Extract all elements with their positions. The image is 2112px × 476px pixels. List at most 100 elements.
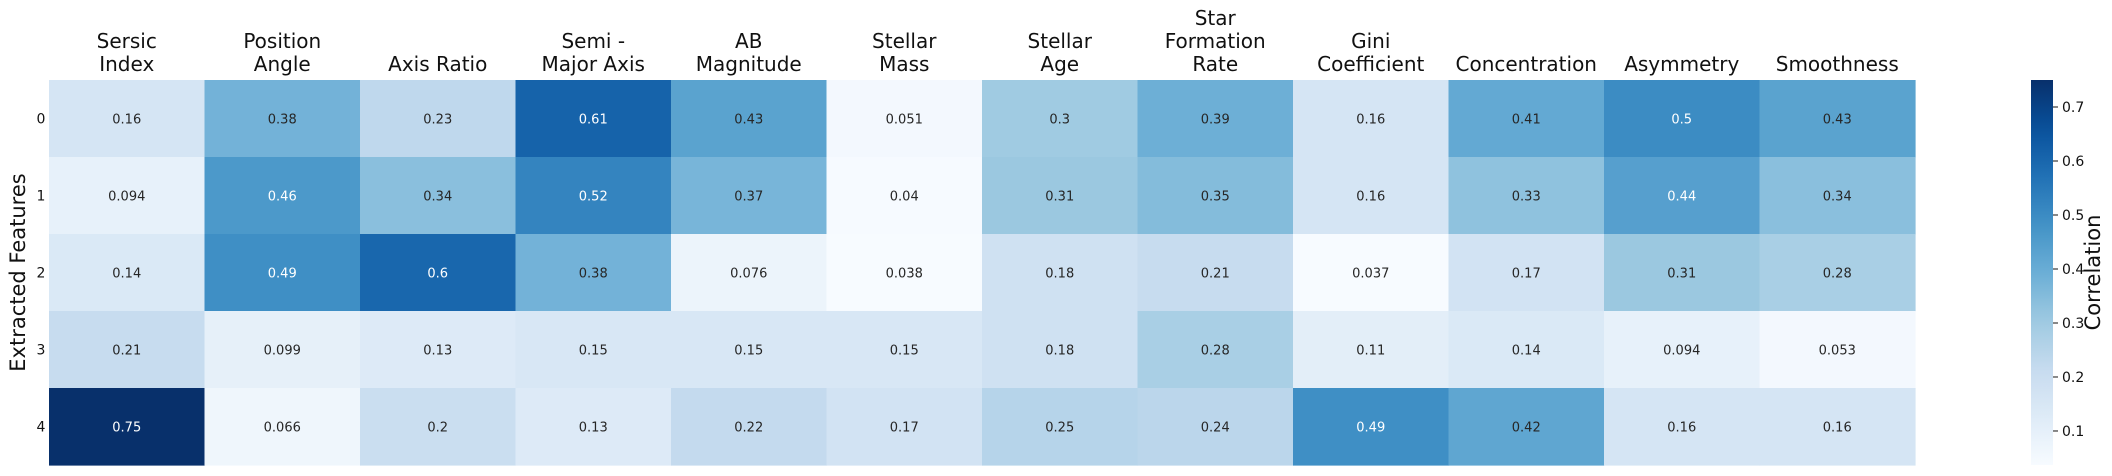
cell-value-label: 0.42 [1512,421,1541,436]
heatmap-cell [1759,157,1916,235]
heatmap-cell [1137,311,1294,389]
heatmap-cell [204,157,361,235]
heatmap-cell [982,234,1139,312]
column-label: Coefficient [1317,52,1424,76]
cell-value-label: 0.037 [1352,267,1389,282]
heatmap-cell [671,157,828,235]
heatmap-cell [826,311,983,389]
heatmap-cell [982,157,1139,235]
column-label: Smoothness [1776,52,1899,76]
cell-value-label: 0.31 [1667,267,1696,282]
cell-value-label: 0.21 [1201,267,1230,282]
heatmap-cell [1293,388,1450,466]
column-label: Index [99,52,154,76]
column-label: Concentration [1456,52,1597,76]
cell-value-label: 0.051 [886,113,923,128]
row-label: 0 [37,112,46,128]
heatmap-cell [1137,234,1294,312]
cell-value-label: 0.15 [734,344,763,359]
heatmap-cell [1759,234,1916,312]
heatmap-cell [360,388,517,466]
cell-value-label: 0.2 [427,421,448,436]
cell-value-label: 0.17 [1512,267,1541,282]
colorbar-gradient [2031,80,2053,465]
column-label: Magnitude [696,52,802,76]
row-label: 4 [37,420,46,436]
heatmap-cell [1604,388,1761,466]
cell-value-label: 0.038 [886,267,923,282]
column-label: Major Axis [542,52,645,76]
cell-value-label: 0.16 [112,113,141,128]
heatmap-cell [49,157,206,235]
cell-value-label: 0.13 [423,344,452,359]
column-label: Semi - [561,29,625,53]
heatmap-cell [826,388,983,466]
cell-value-label: 0.61 [579,113,608,128]
column-label: Mass [879,52,929,76]
heatmap-cell [826,234,983,312]
cell-value-label: 0.25 [1045,421,1074,436]
heatmap-cell [1137,388,1294,466]
cell-value-label: 0.18 [1045,267,1074,282]
heatmap-cell [1137,80,1294,158]
cell-value-label: 0.053 [1819,344,1856,359]
column-label: Angle [254,52,311,76]
cell-value-label: 0.094 [108,190,145,205]
heatmap-cell [826,80,983,158]
cell-value-label: 0.04 [890,190,919,205]
heatmap-cell [1448,388,1605,466]
cell-value-label: 0.52 [579,190,608,205]
heatmap-cell [982,388,1139,466]
cell-value-label: 0.076 [730,267,767,282]
cell-value-label: 0.066 [264,421,301,436]
cell-value-label: 0.21 [112,344,141,359]
column-label: Age [1040,52,1079,76]
cell-value-label: 0.44 [1667,190,1696,205]
cell-value-label: 0.3 [1049,113,1070,128]
cell-value-label: 0.16 [1356,113,1385,128]
colorbar-tick-label: 0.5 [2062,208,2084,224]
cell-value-label: 0.094 [1663,344,1700,359]
colorbar-tick-label: 0.1 [2062,424,2084,440]
column-label: Axis Ratio [388,52,487,76]
heatmap-cell [360,157,517,235]
heatmap-cell [515,80,672,158]
heatmap-cells: 0.16 0.38 0.23 0.61 0.43 0.051 0.3 0.39 0.16 0.41… [49,80,1916,466]
cell-value-label: 0.28 [1201,344,1230,359]
heatmap-cell [671,311,828,389]
colorbar-tick-label: 0.6 [2062,154,2084,170]
cell-value-label: 0.39 [1201,113,1230,128]
heatmap-cell [1759,80,1916,158]
heatmap-cell [515,157,672,235]
row-label: 3 [37,343,46,359]
column-label: Sersic [97,29,157,53]
heatmap-cell [1293,311,1450,389]
cell-value-label: 0.22 [734,421,763,436]
heatmap-cell [515,311,672,389]
cell-value-label: 0.38 [268,113,297,128]
heatmap-cell [360,80,517,158]
y-axis-title: Extracted Features [6,173,30,371]
heatmap-cell [515,388,672,466]
colorbar-tick-label: 0.2 [2062,370,2084,386]
heatmap-cell [360,234,517,312]
colorbar-tick-label: 0.7 [2062,100,2084,116]
column-label: Position [243,29,321,53]
cell-value-label: 0.41 [1512,113,1541,128]
cell-value-label: 0.16 [1356,190,1385,205]
heatmap-cell [204,234,361,312]
cell-value-label: 0.15 [890,344,919,359]
cell-value-label: 0.5 [1671,113,1692,128]
colorbar-tick-label: 0.3 [2062,316,2084,332]
cell-value-label: 0.14 [1512,344,1541,359]
cell-value-label: 0.34 [1823,190,1852,205]
heatmap-cell [49,234,206,312]
cell-value-label: 0.43 [1823,113,1852,128]
heatmap-cell [49,80,206,158]
cell-value-label: 0.31 [1045,190,1074,205]
column-label: AB [735,29,762,53]
heatmap-cell [204,80,361,158]
column-label: Gini [1351,29,1390,53]
cell-value-label: 0.14 [112,267,141,282]
